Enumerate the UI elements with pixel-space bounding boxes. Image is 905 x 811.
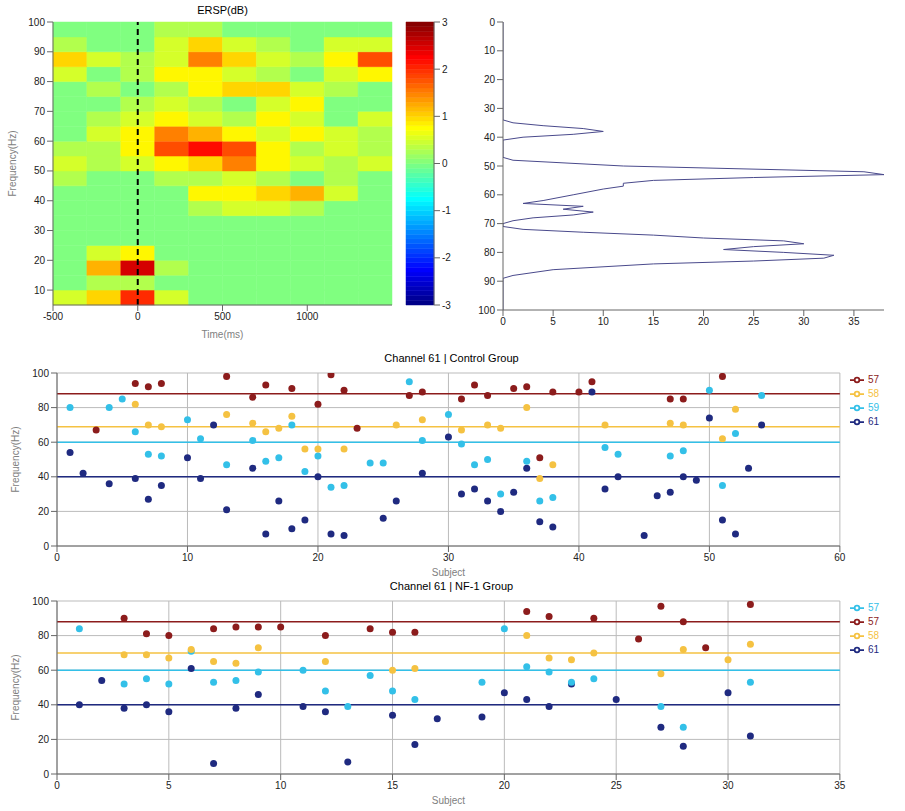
html-text:57: 57: [867, 373, 879, 385]
svg-text:Frequency(Hz): Frequency(Hz): [10, 654, 21, 720]
svg-text:Subject: Subject: [432, 795, 466, 806]
svg-text:0: 0: [54, 552, 60, 563]
svg-text:10: 10: [484, 45, 496, 56]
svg-text:15: 15: [387, 780, 399, 791]
svg-text:40: 40: [38, 471, 50, 482]
svg-text:10: 10: [275, 780, 287, 791]
svg-text:-3: -3: [442, 300, 451, 311]
svg-text:-500: -500: [43, 311, 63, 322]
svg-text:40: 40: [573, 552, 585, 563]
svg-text:-1: -1: [442, 205, 451, 216]
svg-text:1: 1: [442, 111, 448, 122]
svg-text:60: 60: [38, 437, 50, 448]
svg-text:60: 60: [34, 136, 46, 147]
svg-text:100: 100: [32, 368, 49, 379]
svg-text:90: 90: [484, 276, 496, 287]
svg-text:0: 0: [489, 17, 495, 28]
svg-text:60: 60: [834, 552, 846, 563]
svg-text:40: 40: [34, 195, 46, 206]
svg-text:0: 0: [135, 311, 141, 322]
svg-text:60: 60: [38, 665, 50, 676]
svg-text:80: 80: [484, 247, 496, 258]
svg-text:Frequency(Hz): Frequency(Hz): [7, 130, 18, 196]
html-text:57: 57: [867, 615, 879, 627]
svg-text:Subject: Subject: [432, 567, 466, 578]
html-text:59: 59: [867, 401, 879, 413]
svg-text:0: 0: [54, 780, 60, 791]
svg-text:50: 50: [34, 165, 46, 176]
svg-text:100: 100: [28, 17, 45, 28]
svg-text:15: 15: [648, 316, 660, 327]
svg-text:35: 35: [834, 780, 846, 791]
svg-text:10: 10: [182, 552, 194, 563]
svg-text:80: 80: [38, 630, 50, 641]
svg-text:80: 80: [34, 76, 46, 87]
svg-text:30: 30: [484, 103, 496, 114]
svg-text:20: 20: [698, 316, 710, 327]
svg-text:20: 20: [34, 255, 46, 266]
svg-text:5: 5: [166, 780, 172, 791]
svg-text:0: 0: [442, 158, 448, 169]
svg-text:50: 50: [704, 552, 716, 563]
svg-text:3: 3: [442, 17, 448, 28]
svg-text:20: 20: [38, 734, 50, 745]
svg-text:25: 25: [611, 780, 623, 791]
svg-text:20: 20: [312, 552, 324, 563]
svg-text:100: 100: [478, 305, 495, 316]
svg-text:500: 500: [214, 311, 231, 322]
html-text:57: 57: [867, 601, 879, 613]
html-text:61: 61: [867, 643, 879, 655]
svg-text:30: 30: [443, 552, 455, 563]
svg-text:80: 80: [38, 402, 50, 413]
svg-text:70: 70: [34, 106, 46, 117]
svg-text:40: 40: [38, 699, 50, 710]
svg-text:0: 0: [500, 316, 506, 327]
svg-text:10: 10: [598, 316, 610, 327]
html-text:58: 58: [867, 387, 879, 399]
html-text:ERSP(dB): ERSP(dB): [197, 4, 248, 16]
svg-text:0: 0: [43, 541, 49, 552]
svg-text:40: 40: [484, 132, 496, 143]
svg-text:5: 5: [550, 316, 556, 327]
html-text:Channel 61 | NF-1 Group: Channel 61 | NF-1 Group: [389, 580, 514, 592]
svg-text:60: 60: [484, 189, 496, 200]
svg-text:30: 30: [722, 780, 734, 791]
svg-text:Frequency(Hz): Frequency(Hz): [10, 426, 21, 492]
svg-text:-2: -2: [442, 252, 451, 263]
svg-text:0: 0: [43, 769, 49, 780]
svg-text:20: 20: [38, 506, 50, 517]
html-text:61: 61: [867, 415, 879, 427]
svg-text:90: 90: [34, 46, 46, 57]
svg-text:100: 100: [32, 596, 49, 607]
svg-text:50: 50: [484, 161, 496, 172]
svg-text:35: 35: [848, 316, 860, 327]
svg-text:30: 30: [34, 225, 46, 236]
svg-text:Time(ms): Time(ms): [202, 329, 244, 340]
svg-text:20: 20: [499, 780, 511, 791]
html-text:Channel 61 | Control Group: Channel 61 | Control Group: [384, 352, 519, 364]
svg-text:25: 25: [748, 316, 760, 327]
svg-text:2: 2: [442, 64, 448, 75]
svg-text:1000: 1000: [296, 311, 319, 322]
svg-text:70: 70: [484, 218, 496, 229]
svg-text:10: 10: [34, 285, 46, 296]
html-text:58: 58: [867, 629, 879, 641]
svg-text:30: 30: [798, 316, 810, 327]
svg-text:20: 20: [484, 74, 496, 85]
